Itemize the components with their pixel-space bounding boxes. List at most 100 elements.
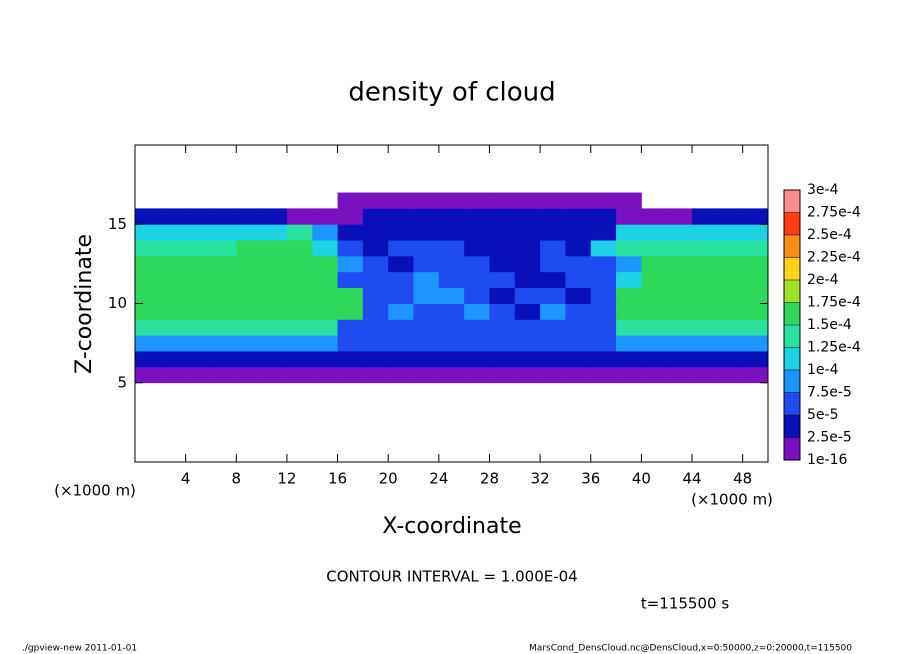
heatmap-cell (464, 319, 490, 336)
x-tick-label: 48 (733, 470, 752, 488)
heatmap-cell (692, 319, 718, 336)
x-tick-label: 20 (379, 470, 398, 488)
heatmap-cell (388, 255, 414, 273)
heatmap-cell (210, 319, 237, 336)
colorbar-swatch (784, 257, 800, 280)
heatmap-cell (135, 271, 161, 289)
heatmap-cell (717, 319, 744, 336)
heatmap-cell (413, 240, 440, 257)
x-tick-label: 40 (632, 470, 651, 488)
heatmap-cell (590, 208, 617, 225)
heatmap-cell (565, 351, 592, 368)
heatmap-cell (388, 335, 414, 352)
heatmap-cell (388, 287, 414, 304)
colorbar-swatch (784, 325, 800, 348)
x-tick-label: 36 (581, 470, 600, 488)
heatmap-cell (464, 208, 490, 225)
heatmap-cell (236, 208, 262, 225)
heatmap-cell (210, 240, 237, 257)
heatmap-cell (590, 240, 617, 257)
colorbar-swatch (784, 190, 800, 213)
heatmap-cell (717, 351, 744, 368)
heatmap-cell (261, 319, 288, 336)
heatmap-cell (362, 224, 389, 241)
heatmap-cell (210, 303, 237, 320)
heatmap-cell (388, 208, 414, 225)
heatmap-cell (261, 224, 288, 241)
heatmap-cell (641, 271, 668, 289)
heatmap-cell (590, 287, 617, 304)
heatmap-cell (413, 366, 440, 384)
heatmap-cell (362, 271, 389, 289)
heatmap-cell (464, 271, 490, 289)
heatmap-cell (135, 208, 161, 225)
heatmap-cell (362, 240, 389, 257)
heatmap-cell (666, 319, 693, 336)
heatmap-cell (413, 208, 440, 225)
heatmap-cell (666, 366, 693, 384)
heatmap-cell (742, 351, 769, 368)
y-axis-label: Z-coordinate (72, 234, 97, 374)
heatmap-cell (565, 255, 592, 273)
heatmap-cell (438, 192, 465, 209)
heatmap-cell (438, 303, 465, 320)
heatmap-cell (540, 366, 566, 384)
x-tick-label: 32 (531, 470, 550, 488)
heatmap-cell (135, 335, 161, 352)
heatmap-cell (236, 271, 262, 289)
heatmap-cell (742, 224, 769, 241)
heatmap-cell (362, 335, 389, 352)
heatmap-cell (337, 255, 364, 273)
heatmap-cell (666, 255, 693, 273)
heatmap-cell (210, 351, 237, 368)
heatmap-cell (135, 319, 161, 336)
heatmap-cell (160, 366, 187, 384)
heatmap-cell (362, 319, 389, 336)
heatmap-cell (185, 255, 212, 273)
heatmap-cell (337, 240, 364, 257)
heatmap-cell (565, 224, 592, 241)
heatmap-cell (616, 240, 642, 257)
heatmap-cell (692, 366, 718, 384)
heatmap-cell (514, 287, 541, 304)
heatmap-cell (438, 255, 465, 273)
heatmap-cell (135, 255, 161, 273)
heatmap-cell (160, 351, 187, 368)
heatmap-cell (514, 271, 541, 289)
heatmap-cell (236, 224, 262, 241)
heatmap-cell (236, 351, 262, 368)
heatmap-cell (388, 192, 414, 209)
contour-interval: CONTOUR INTERVAL = 1.000E-04 (326, 568, 577, 586)
heatmap-cell (540, 335, 566, 352)
footer-right: MarsCond_DensCloud.nc@DensCloud,x=0:5000… (529, 644, 852, 654)
heatmap-cell (514, 319, 541, 336)
heatmap-cell (388, 351, 414, 368)
heatmap-cell (185, 319, 212, 336)
colorbar-label: 3e-4 (807, 182, 839, 198)
heatmap-cell (286, 303, 313, 320)
heatmap-cell (514, 255, 541, 273)
heatmap-cell (565, 271, 592, 289)
heatmap-cell (489, 224, 516, 241)
heatmap-cell (565, 335, 592, 352)
heatmap-cell (438, 335, 465, 352)
heatmap-cell (590, 303, 617, 320)
heatmap-cell (717, 271, 744, 289)
heatmap-cell (362, 192, 389, 209)
heatmap-cell (261, 303, 288, 320)
heatmap-cell (590, 271, 617, 289)
heatmap-cell (438, 366, 465, 384)
heatmap-cell (337, 208, 364, 225)
colorbar-swatch (784, 302, 800, 325)
heatmap-cell (742, 208, 769, 225)
heatmap-cell (160, 224, 187, 241)
colorbar-swatch (784, 280, 800, 303)
heatmap-cell (388, 366, 414, 384)
heatmap-cell (540, 240, 566, 257)
colorbar-label: 1e-4 (807, 362, 839, 378)
heatmap-cell (388, 303, 414, 320)
heatmap-cell (337, 351, 364, 368)
heatmap-cell (540, 255, 566, 273)
heatmap-cell (286, 287, 313, 304)
time-label: t=115500 s (641, 595, 729, 613)
